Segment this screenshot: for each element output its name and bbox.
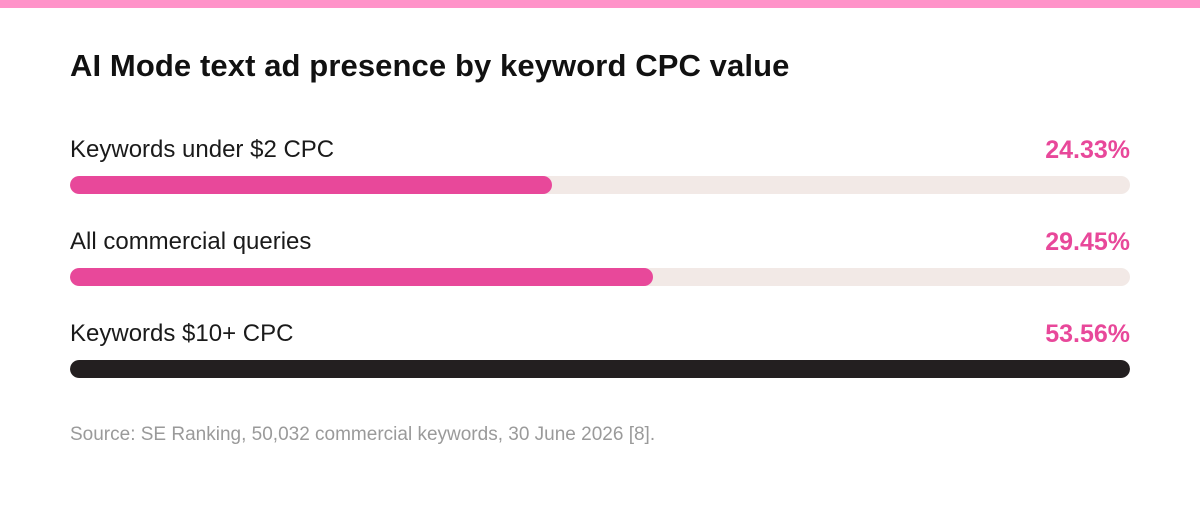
chart-title: AI Mode text ad presence by keyword CPC … <box>70 48 790 83</box>
bar-track <box>70 360 1130 378</box>
bar-row-under-2-cpc: Keywords under $2 CPC 24.33% <box>70 132 1130 224</box>
bar-label: Keywords $10+ CPC <box>70 320 294 347</box>
bar-fill <box>70 360 1130 378</box>
bar-row-all-commercial: All commercial queries 29.45% <box>70 224 1130 316</box>
bar-list: Keywords under $2 CPC 24.33% All commerc… <box>70 132 1130 408</box>
bar-fill <box>70 176 552 194</box>
bar-label: Keywords under $2 CPC <box>70 136 335 163</box>
source-note: Source: SE Ranking, 50,032 commercial ke… <box>70 424 656 445</box>
bar-value-label: 29.45% <box>1045 228 1130 256</box>
top-accent-bar <box>0 0 1200 8</box>
bar-label: All commercial queries <box>70 228 312 255</box>
bar-fill <box>70 268 653 286</box>
bar-value-label: 53.56% <box>1045 320 1130 348</box>
bar-track <box>70 268 1130 286</box>
bar-value-label: 24.33% <box>1045 136 1130 164</box>
bar-row-10-plus-cpc: Keywords $10+ CPC 53.56% <box>70 316 1130 408</box>
bar-track <box>70 176 1130 194</box>
